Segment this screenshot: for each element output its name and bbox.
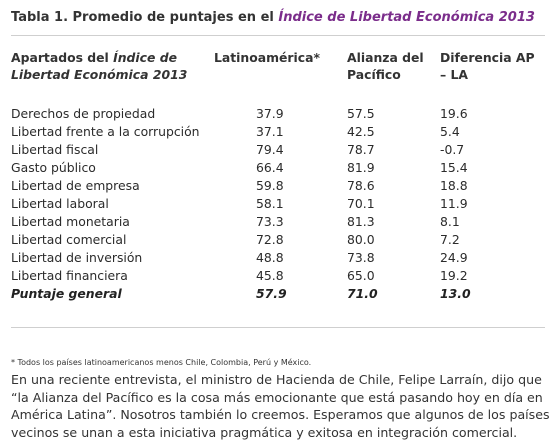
row-label: Libertad fiscal (11, 142, 99, 157)
cell-diferencia: 8.1 (440, 214, 460, 229)
cell-latinoamerica: 59.8 (256, 178, 284, 193)
cell-alianza: 81.3 (347, 214, 375, 229)
cell-latinoamerica: 45.8 (256, 268, 284, 283)
footnote: * Todos los países latinoamericanos meno… (11, 358, 312, 367)
cell-diferencia: 11.9 (440, 196, 468, 211)
table-row: Libertad de inversión 48.8 73.8 24.9 (11, 249, 545, 267)
total-diferencia: 13.0 (440, 286, 471, 301)
total-label: Puntaje general (11, 286, 122, 301)
cell-alianza: 80.0 (347, 232, 375, 247)
table-header-row: Apartados del Índice de Libertad Económi… (11, 49, 545, 105)
row-label: Libertad de inversión (11, 250, 143, 265)
total-alianza: 71.0 (347, 286, 378, 301)
row-label: Derechos de propiedad (11, 106, 156, 121)
row-label: Libertad de empresa (11, 178, 140, 193)
header-sections: Apartados del Índice de Libertad Económi… (11, 50, 188, 82)
cell-alianza: 57.5 (347, 106, 375, 121)
cell-diferencia: -0.7 (440, 142, 465, 157)
cell-alianza: 42.5 (347, 124, 375, 139)
caption-prefix: Tabla 1. Promedio de puntajes en el (11, 10, 279, 25)
cell-alianza: 81.9 (347, 160, 375, 175)
row-label: Libertad financiera (11, 268, 128, 283)
cell-diferencia: 19.2 (440, 268, 468, 283)
cell-latinoamerica: 37.9 (256, 106, 284, 121)
table-row: Derechos de propiedad 37.9 57.5 19.6 (11, 105, 545, 123)
header-diferencia: Diferencia AP – LA (440, 50, 535, 82)
cell-diferencia: 15.4 (440, 160, 468, 175)
row-label: Libertad laboral (11, 196, 109, 211)
index-link[interactable]: Índice de Libertad Económica 2013 (278, 10, 535, 25)
cell-alianza: 73.8 (347, 250, 375, 265)
table-row: Libertad comercial 72.8 80.0 7.2 (11, 231, 545, 249)
row-label: Libertad monetaria (11, 214, 130, 229)
cell-latinoamerica: 79.4 (256, 142, 284, 157)
table-row: Libertad frente a la corrupción 37.1 42.5 5… (11, 123, 545, 141)
bottom-rule (11, 327, 545, 328)
table-row: Libertad fiscal 79.4 78.7 -0.7 (11, 141, 545, 159)
cell-diferencia: 5.4 (440, 124, 460, 139)
row-label: Gasto público (11, 160, 96, 175)
cell-latinoamerica: 72.8 (256, 232, 284, 247)
total-latinoamerica: 57.9 (256, 286, 287, 301)
cell-latinoamerica: 58.1 (256, 196, 284, 211)
cell-latinoamerica: 48.8 (256, 250, 284, 265)
cell-diferencia: 18.8 (440, 178, 468, 193)
cell-diferencia: 24.9 (440, 250, 468, 265)
cell-alianza: 70.1 (347, 196, 375, 211)
table-row: Gasto público 66.4 81.9 15.4 (11, 159, 545, 177)
cell-diferencia: 19.6 (440, 106, 468, 121)
row-label: Libertad frente a la corrupción (11, 124, 200, 139)
header-latinoamerica: Latinoamérica* (214, 50, 320, 65)
scores-table: Apartados del Índice de Libertad Económi… (11, 49, 545, 303)
cell-latinoamerica: 73.3 (256, 214, 284, 229)
table-row: Libertad financiera 45.8 65.0 19.2 (11, 267, 545, 285)
cell-alianza: 78.6 (347, 178, 375, 193)
cell-latinoamerica: 66.4 (256, 160, 284, 175)
table-row: Libertad laboral 58.1 70.1 11.9 (11, 195, 545, 213)
header-alianza: Alianza del Pacífico (347, 50, 424, 82)
top-rule (11, 35, 545, 36)
cell-alianza: 78.7 (347, 142, 375, 157)
cell-latinoamerica: 37.1 (256, 124, 284, 139)
row-label: Libertad comercial (11, 232, 127, 247)
table-row: Libertad de empresa 59.8 78.6 18.8 (11, 177, 545, 195)
table-caption: Tabla 1. Promedio de puntajes en el Índi… (11, 10, 535, 25)
cell-diferencia: 7.2 (440, 232, 460, 247)
total-row: Puntaje general 57.9 71.0 13.0 (11, 285, 545, 303)
cell-alianza: 65.0 (347, 268, 375, 283)
body-paragraph: En una reciente entrevista, el ministro … (11, 372, 550, 440)
table-row: Libertad monetaria 73.3 81.3 8.1 (11, 213, 545, 231)
